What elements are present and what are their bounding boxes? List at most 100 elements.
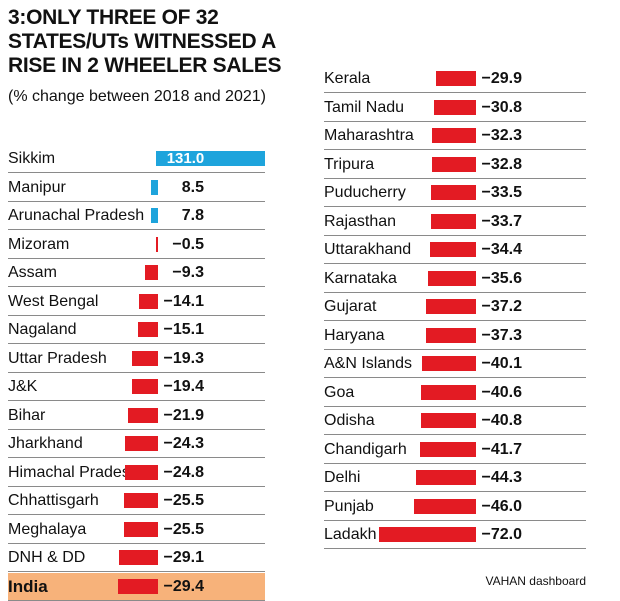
chart-row: Nagaland −15.1 [8,316,265,344]
chart-row: Chhattisgarh −25.5 [8,487,265,515]
value-label: −29.4 [163,577,204,595]
category-label: Karnataka [324,269,397,287]
bar [124,464,158,480]
category-label: Maharashtra [324,127,414,144]
category-label: DNH & DD [8,549,86,566]
chart-row: Uttar Pradesh −19.3 [8,345,265,373]
value-label: −44.3 [481,469,522,486]
value-label: −0.5 [172,235,204,253]
value-label: −34.4 [481,241,522,258]
chart-row: Assam −9.3 [8,259,265,287]
chart-row: Punjab −46.0 [324,493,586,521]
category-label: Odisha [324,412,375,429]
value-label: −32.3 [481,127,522,144]
category-label: Uttar Pradesh [8,349,107,367]
chart-row: Jharkhand −24.3 [8,430,265,458]
chart-row: Himachal Pradesh −24.8 [8,459,265,487]
chart-row: West Bengal −14.1 [8,288,265,316]
value-label: −33.7 [481,212,522,230]
category-label: Himachal Pradesh [8,463,139,481]
value-label: −29.9 [481,70,522,87]
bar [425,327,476,343]
category-label: Meghalaya [8,520,87,538]
value-label: −24.8 [163,463,204,481]
category-label: Mizoram [8,235,70,253]
category-label: Chandigarh [324,440,407,458]
category-label: Ladakh [324,526,377,543]
bar [430,213,476,229]
category-label: India [8,576,48,596]
category-label: Haryana [324,326,385,344]
bar [421,356,476,371]
value-label: −46.0 [481,497,522,515]
chart-row: Gujarat −37.2 [324,293,586,321]
category-label: Nagaland [8,321,77,338]
chart-row: Tamil Nadu −30.8 [324,94,586,122]
category-label: Assam [8,264,57,281]
category-label: Jharkhand [8,435,83,452]
bar [425,299,476,314]
bar [151,208,158,223]
value-label: −33.5 [481,184,522,201]
value-label: −21.9 [163,406,204,424]
value-label: 8.5 [181,178,204,196]
chart-row: Kerala −29.9 [324,65,586,93]
bar [430,185,476,200]
value-label: −19.4 [163,378,204,395]
bar [156,151,265,166]
category-label: Gujarat [324,298,377,315]
chart-row: Odisha −40.8 [324,407,586,435]
value-label: −24.3 [163,435,204,452]
value-label: −9.3 [172,264,204,281]
chart-row: Maharashtra −32.3 [324,122,586,150]
category-label: Bihar [8,406,46,424]
bar [420,413,476,428]
chart-row: Rajasthan −33.7 [324,208,586,236]
chart-row: Chandigarh −41.7 [324,436,586,464]
category-label: Delhi [324,469,361,486]
chart-row: Puducherry −33.5 [324,179,586,207]
source-note: VAHAN dashboard [485,574,587,588]
bar [131,350,158,366]
bar [413,498,476,514]
chart-row: Arunachal Pradesh 7.8 [8,202,265,230]
chart-row: Manipur 8.5 [8,174,265,202]
category-label: J&K [8,378,38,395]
category-label: Rajasthan [324,212,397,230]
bar [419,441,476,457]
chart-row: Delhi −44.3 [324,464,586,492]
chart-row: Meghalaya −25.5 [8,516,265,544]
value-label: −25.5 [163,520,204,538]
value-label: −40.1 [481,355,522,372]
chart-title: 3:ONLY THREE OF 32 STATES/UTs WITNESSED … [8,6,282,77]
chart-row: Tripura −32.8 [324,151,586,179]
bar [123,493,158,508]
chart-row: J&K −19.4 [8,373,265,401]
bar [118,550,158,565]
value-label: −15.1 [163,321,204,338]
chart-row: Haryana −37.3 [324,322,586,350]
bar [431,156,476,172]
category-label: Tamil Nadu [324,98,405,116]
bar [378,527,476,542]
chart-row: Uttarakhand −34.4 [324,236,586,264]
bar [434,99,476,115]
value-label: −14.1 [163,292,204,310]
value-label: −32.8 [481,155,522,173]
bar [421,384,476,400]
chart-row: Bihar −21.9 [8,402,265,430]
bar [145,265,158,280]
category-label: Punjab [324,497,374,515]
value-label: −37.2 [481,298,522,315]
bar [416,470,476,485]
bar [138,293,158,309]
category-label: Kerala [324,70,371,87]
chart-row: DNH & DD −29.1 [8,544,265,572]
value-label: −19.3 [163,349,204,367]
value-label: 7.8 [181,207,204,224]
value-label: 131.0 [166,150,205,167]
bar [128,407,158,423]
chart-row: Mizoram −0.5 [8,231,265,259]
value-label: −37.3 [481,326,522,344]
value-label: −40.8 [481,412,522,429]
